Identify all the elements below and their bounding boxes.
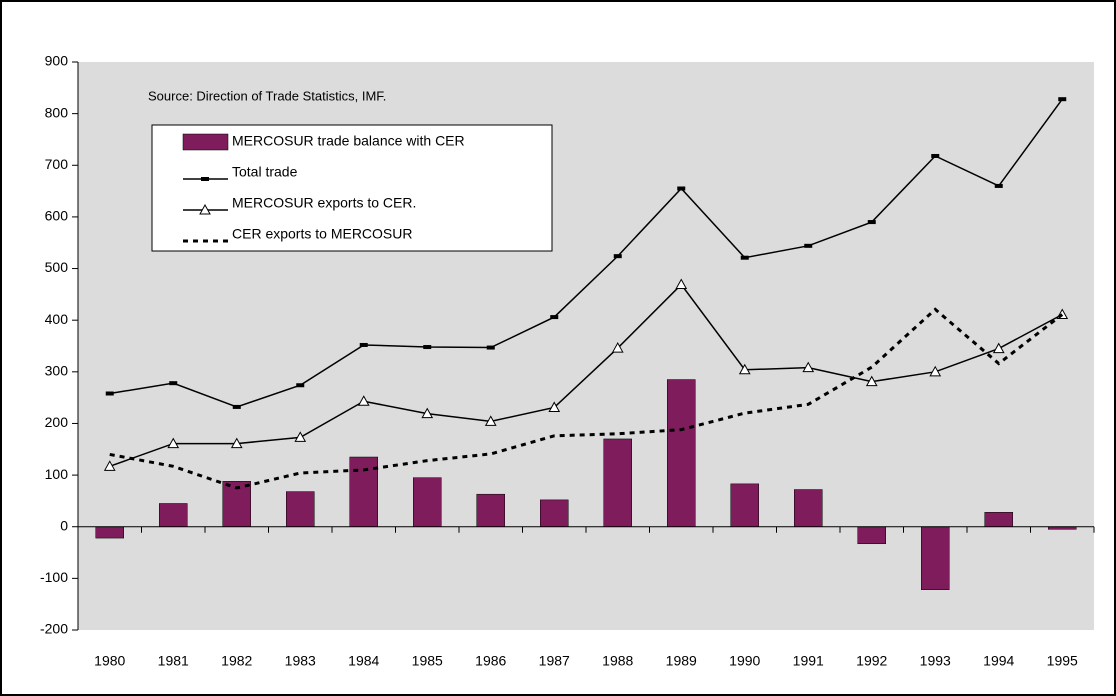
x-tick-label: 1982 xyxy=(221,653,252,669)
marker xyxy=(675,278,688,290)
bar xyxy=(159,503,188,527)
legend-label: MERCOSUR trade balance with CER xyxy=(232,133,465,149)
y-tick-label: 500 xyxy=(45,259,69,275)
marker xyxy=(103,460,116,471)
bar xyxy=(286,491,315,527)
x-tick-label: 1983 xyxy=(285,653,316,669)
marker xyxy=(484,415,497,426)
bar xyxy=(730,483,759,527)
bar xyxy=(667,379,696,527)
y-tick-label: 900 xyxy=(45,53,69,69)
y-tick-label: 700 xyxy=(45,156,69,172)
annotation: Source: Direction of Trade Statistics, I… xyxy=(148,88,386,103)
legend-swatch xyxy=(182,133,229,151)
x-tick-label: 1990 xyxy=(729,653,760,669)
bar xyxy=(984,512,1013,527)
marker xyxy=(802,361,815,373)
y-tick-label: 400 xyxy=(45,311,69,327)
x-tick-label: 1986 xyxy=(475,653,506,669)
bar xyxy=(921,526,950,590)
x-tick-label: 1989 xyxy=(666,653,697,669)
x-tick-label: 1995 xyxy=(1047,653,1078,669)
marker xyxy=(167,437,180,449)
marker xyxy=(548,401,561,412)
y-tick-label: 300 xyxy=(45,363,69,379)
x-tick-label: 1987 xyxy=(539,653,570,669)
marker xyxy=(738,363,751,375)
marker xyxy=(992,342,1005,354)
marker xyxy=(199,203,211,215)
bar xyxy=(95,526,124,539)
x-tick-label: 1985 xyxy=(412,653,443,669)
y-tick-label: 0 xyxy=(60,517,68,533)
marker xyxy=(611,342,624,353)
y-tick-label: -100 xyxy=(40,569,68,585)
bar xyxy=(540,499,569,527)
x-tick-label: 1981 xyxy=(158,653,189,669)
marker xyxy=(929,365,942,377)
marker xyxy=(294,431,307,442)
marker xyxy=(865,375,878,387)
marker xyxy=(421,407,434,419)
y-tick-label: 200 xyxy=(45,414,69,430)
legend xyxy=(151,124,553,252)
x-tick-label: 1992 xyxy=(856,653,887,669)
bar xyxy=(857,526,886,545)
line xyxy=(109,283,1063,468)
marker xyxy=(357,395,370,406)
line xyxy=(109,307,1064,490)
y-tick-label: -200 xyxy=(40,621,68,637)
y-tick-label: 800 xyxy=(45,104,69,120)
x-tick-label: 1984 xyxy=(348,653,379,669)
bar xyxy=(476,493,505,527)
x-tick-label: 1988 xyxy=(602,653,633,669)
y-tick-label: 100 xyxy=(45,466,69,482)
y-tick-label: 600 xyxy=(45,208,69,224)
legend-label: Total trade xyxy=(232,164,298,180)
bar xyxy=(413,477,442,527)
bar xyxy=(794,489,823,527)
x-tick-label: 1993 xyxy=(920,653,951,669)
x-tick-label: 1991 xyxy=(793,653,824,669)
legend-label: MERCOSUR exports to CER. xyxy=(232,195,416,211)
line xyxy=(109,98,1063,408)
bar xyxy=(603,438,632,527)
marker xyxy=(230,437,243,449)
x-tick-label: 1980 xyxy=(94,653,125,669)
legend-label: CER exports to MERCOSUR xyxy=(232,226,412,242)
x-tick-label: 1994 xyxy=(983,653,1014,669)
